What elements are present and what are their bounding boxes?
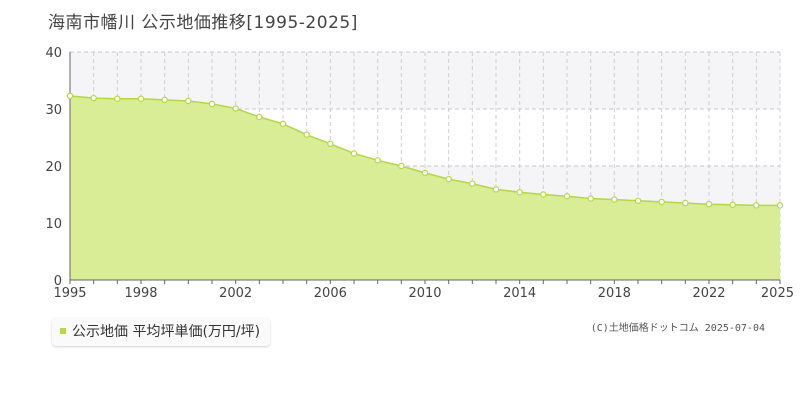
data-point-2025: [776, 202, 784, 209]
data-point-2010: [421, 169, 429, 177]
data-point-2009: [398, 162, 405, 170]
data-point-2011: [445, 175, 452, 183]
y-tick-labels: 0 10 20 30 40: [45, 46, 62, 289]
x-tick-labels: 1995 1998 2002 2006 2010 2014 2018 2022 2025: [53, 286, 794, 300]
data-point-2002: [232, 105, 239, 112]
data-point-2004: [279, 120, 287, 128]
data-point-2013: [492, 186, 500, 193]
x-tick-label-2006: 2006: [314, 286, 347, 300]
data-point-1999: [161, 96, 168, 104]
data-point-2015: [540, 191, 547, 198]
data-points: [66, 92, 784, 209]
x-tick-label-1998: 1998: [124, 286, 157, 300]
legend: 公示地価 平均坪単価(万円/坪): [52, 318, 271, 346]
x-tick-label-2022: 2022: [692, 286, 725, 300]
y-tick-label-20: 20: [45, 160, 62, 175]
land-price-chart: 0 10 20 30 40 1995 1998 2002 2006 2010 2014 2018 20…: [45, 46, 794, 300]
data-point-2014: [516, 189, 523, 196]
legend-label: 公示地価 平均坪単価(万円/坪): [72, 324, 261, 340]
data-point-2008: [374, 157, 381, 164]
x-tick-label-2018: 2018: [598, 286, 631, 300]
data-point-2000: [185, 97, 192, 105]
data-point-2006: [327, 140, 334, 147]
data-point-2021: [682, 199, 689, 207]
data-point-1998: [137, 95, 145, 102]
area-fill: [70, 95, 780, 280]
credit-text: (C)土地価格ドットコム 2025-07-04: [590, 323, 765, 334]
data-point-2001: [208, 100, 216, 108]
data-point-2022: [705, 200, 713, 208]
data-point-2018: [611, 196, 618, 203]
data-point-2003: [256, 113, 263, 121]
y-tick-label-30: 30: [45, 103, 62, 118]
x-tick-label-1995: 1995: [53, 286, 86, 300]
data-point-1995: [66, 92, 74, 100]
x-tick-label-2025: 2025: [761, 286, 794, 300]
y-tick-label-40: 40: [45, 46, 62, 61]
axes: [69, 52, 781, 284]
data-point-2017: [587, 195, 594, 202]
x-tick-label-2010: 2010: [408, 286, 441, 300]
data-point-2012: [469, 180, 476, 187]
y-tick-label-0: 0: [54, 274, 62, 289]
x-tick-label-2014: 2014: [503, 286, 536, 300]
chart-title: 海南市幡川 公示地価推移[1995-2025]: [48, 13, 358, 33]
y-tick-label-10: 10: [45, 217, 62, 232]
data-point-1997: [114, 95, 121, 102]
x-tick-label-2002: 2002: [219, 286, 252, 300]
data-point-2023: [729, 201, 736, 208]
data-point-2007: [350, 150, 358, 157]
data-point-2024: [753, 202, 760, 209]
legend-marker-icon: [60, 328, 66, 334]
data-point-2019: [634, 197, 642, 204]
data-point-1996: [90, 94, 97, 102]
data-point-2020: [658, 198, 665, 206]
data-point-2016: [563, 193, 571, 200]
data-point-2005: [303, 131, 310, 138]
